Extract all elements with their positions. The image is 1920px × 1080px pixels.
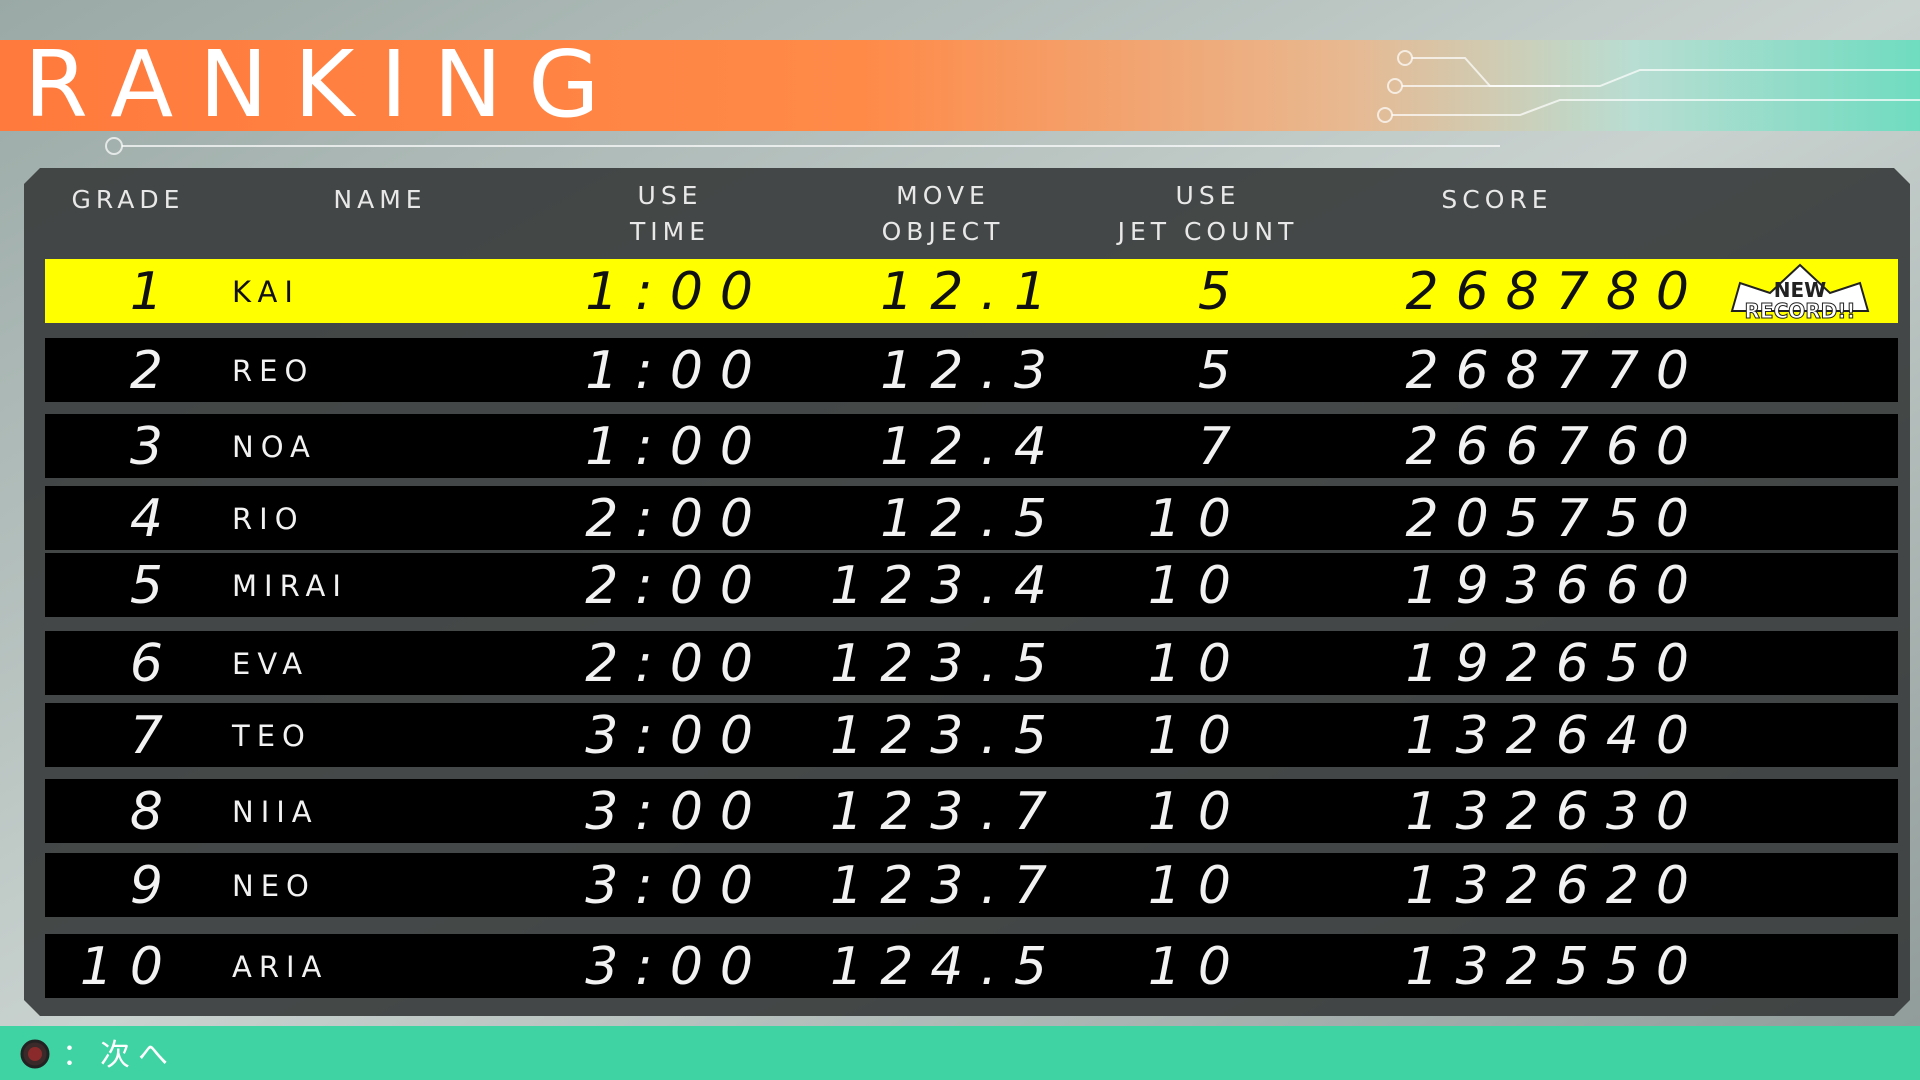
ranking-row — [45, 631, 1898, 695]
column-header: TIME — [629, 217, 710, 246]
cell-value: 12.3 — [880, 341, 1064, 401]
cell-value: 3 — [130, 417, 180, 477]
cell-value: 124.5 — [830, 937, 1064, 997]
cell-value: 192650 — [1405, 634, 1706, 694]
cell-value: 10 — [1148, 706, 1248, 766]
cell-value: 1:00 — [585, 417, 770, 477]
cell-value: 12.1 — [880, 262, 1064, 322]
cell-value: 123.4 — [830, 556, 1064, 616]
cell-value: 193660 — [1405, 556, 1706, 616]
cell-value: 3:00 — [585, 782, 770, 842]
circle-button-core — [28, 1047, 42, 1061]
column-header: OBJECT — [882, 217, 1005, 246]
player-name: NEO — [232, 869, 316, 903]
player-name: REO — [232, 354, 314, 388]
cell-value: 3:00 — [585, 856, 770, 916]
player-name: KAI — [232, 275, 300, 309]
ranking-row — [45, 338, 1898, 402]
player-name: ARIA — [232, 950, 328, 984]
cell-value: 3:00 — [585, 706, 770, 766]
cell-value: 1:00 — [585, 341, 770, 401]
cell-value: 12.5 — [880, 489, 1064, 549]
ranking-row — [45, 703, 1898, 767]
column-header: JET COUNT — [1116, 217, 1299, 246]
ranking-row — [45, 414, 1898, 478]
column-header: NAME — [333, 185, 426, 214]
cell-value: 10 — [1148, 937, 1248, 997]
cell-value: 1 — [130, 262, 180, 322]
cell-value: 6 — [130, 634, 180, 694]
footer-hint[interactable]: ：次へ — [62, 1038, 176, 1073]
column-header: MOVE — [896, 181, 990, 210]
cell-value: 10 — [1148, 782, 1248, 842]
cell-value: 2:00 — [585, 489, 770, 549]
cell-value: 10 — [80, 937, 180, 997]
cell-value: 132640 — [1405, 706, 1706, 766]
cell-value: 5 — [1198, 341, 1248, 401]
cell-value: 268780 — [1405, 262, 1706, 322]
cell-value: 10 — [1148, 489, 1248, 549]
cell-value: 2:00 — [585, 556, 770, 616]
cell-value: 5 — [1198, 262, 1248, 322]
player-name: MIRAI — [232, 569, 348, 603]
cell-value: 266760 — [1405, 417, 1706, 477]
cell-value: 10 — [1148, 856, 1248, 916]
player-name: RIO — [232, 502, 305, 536]
cell-value: 10 — [1148, 556, 1248, 616]
ranking-row — [45, 779, 1898, 843]
cell-value: 132550 — [1405, 937, 1706, 997]
cell-value: 8 — [130, 782, 180, 842]
ranking-row — [45, 853, 1898, 917]
cell-value: 7 — [1198, 417, 1248, 477]
footer-bar — [0, 1026, 1920, 1080]
column-header: USE — [1176, 181, 1241, 210]
cell-value: 10 — [1148, 634, 1248, 694]
player-name: TEO — [231, 719, 312, 753]
cell-value: 132620 — [1405, 856, 1706, 916]
player-name: EVA — [232, 647, 309, 681]
title: RANKING — [24, 31, 626, 138]
cell-value: 205750 — [1405, 489, 1706, 549]
cell-value: 1:00 — [585, 262, 770, 322]
ranking-row — [45, 934, 1898, 998]
cell-value: 3:00 — [585, 937, 770, 997]
ranking-row — [45, 486, 1898, 550]
badge-new: NEW — [1774, 278, 1826, 302]
cell-value: 268770 — [1405, 341, 1706, 401]
player-name: NOA — [232, 430, 317, 464]
column-header: USE — [638, 181, 703, 210]
cell-value: 7 — [130, 706, 180, 766]
cell-value: 123.7 — [830, 782, 1064, 842]
cell-value: 123.7 — [830, 856, 1064, 916]
cell-value: 4 — [130, 489, 180, 549]
cell-value: 123.5 — [830, 706, 1064, 766]
cell-value: 9 — [130, 856, 180, 916]
cell-value: 132630 — [1405, 782, 1706, 842]
cell-value: 5 — [130, 556, 180, 616]
highlight-row — [45, 259, 1898, 323]
column-header: GRADE — [72, 185, 185, 214]
crown — [1730, 263, 1870, 312]
cell-value: 2 — [130, 341, 180, 401]
player-name: NIIA — [232, 795, 319, 829]
cell-value: 12.4 — [880, 417, 1064, 477]
ranking-table: GRADE NAME USE TIME MOVE OBJECT USE JET COUNT SC… — [45, 181, 1898, 998]
ranking-row — [45, 553, 1898, 617]
badge-record: RECORD!! — [1745, 299, 1856, 323]
cell-value: 123.5 — [830, 634, 1064, 694]
cell-value: 2:00 — [585, 634, 770, 694]
column-header: SCORE — [1441, 185, 1552, 214]
circuit-decor — [105, 50, 1920, 155]
